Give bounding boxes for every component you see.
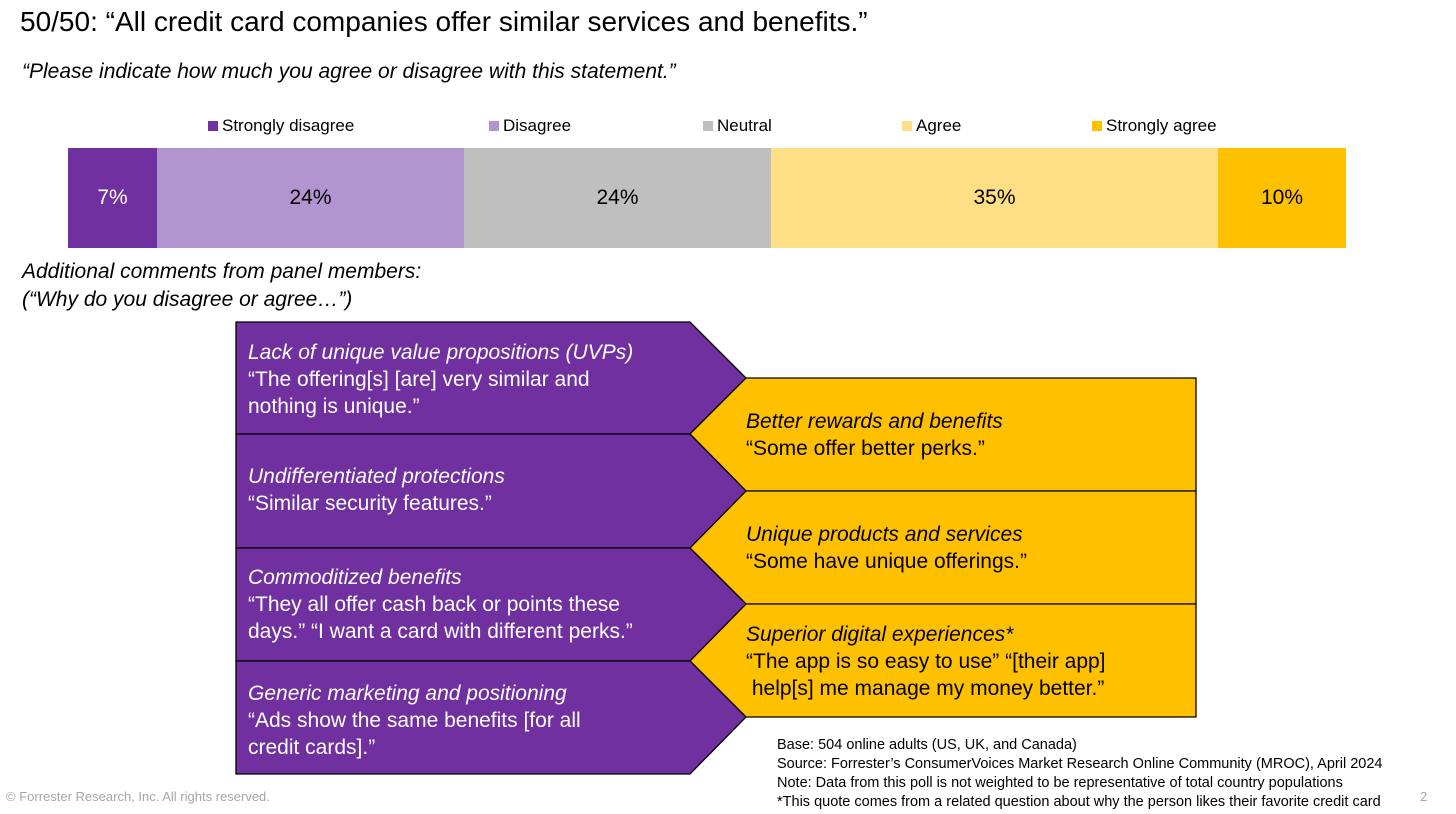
bar-segment-agree: 35% bbox=[771, 148, 1218, 248]
disagree-reason-1: Lack of unique value propositions (UVPs)… bbox=[248, 339, 633, 420]
comments-heading: Additional comments from panel members: … bbox=[22, 258, 421, 314]
comments-heading-line1: Additional comments from panel members: bbox=[22, 260, 422, 283]
agree-reason-3: Superior digital experiences* “The app i… bbox=[746, 621, 1106, 702]
legend-swatch bbox=[489, 121, 499, 131]
reason-quote: “The offering[s] [are] very similar and … bbox=[248, 368, 590, 418]
data-label: 24% bbox=[596, 186, 639, 209]
legend-label: Neutral bbox=[717, 116, 772, 135]
legend-swatch bbox=[703, 121, 713, 131]
reason-quote: “Some offer better perks.” bbox=[746, 437, 985, 460]
reason-heading: Unique products and services bbox=[746, 523, 1023, 546]
agree-reason-1: Better rewards and benefits “Some offer … bbox=[746, 408, 1003, 462]
data-label: 10% bbox=[1260, 186, 1304, 209]
slide-title: 50/50: “All credit card companies offer … bbox=[20, 6, 868, 37]
reason-quote: “Some have unique offerings.” bbox=[746, 550, 1027, 573]
footnote-base: Base: 504 online adults (US, UK, and Can… bbox=[777, 737, 1077, 753]
reason-heading: Better rewards and benefits bbox=[746, 410, 1003, 433]
legend-label: Strongly disagree bbox=[222, 116, 355, 135]
reason-quote: “They all offer cash back or points thes… bbox=[248, 593, 633, 643]
footnote-asterisk: *This quote comes from a related questio… bbox=[777, 794, 1381, 810]
agree-reason-shapes bbox=[689, 377, 1197, 718]
legend-item-agree: Agree bbox=[902, 116, 961, 136]
legend-label: Disagree bbox=[503, 116, 572, 135]
legend-swatch bbox=[902, 121, 912, 131]
disagree-reason-4: Generic marketing and positioning “Ads s… bbox=[248, 680, 581, 761]
data-label: 7% bbox=[97, 186, 128, 209]
footnote-note: Note: Data from this poll is not weighte… bbox=[777, 775, 1343, 791]
reason-heading: Commoditized benefits bbox=[248, 566, 462, 589]
reason-heading: Undifferentiated protections bbox=[248, 465, 505, 488]
reason-heading: Lack of unique value propositions (UVPs) bbox=[248, 341, 634, 364]
legend-swatch bbox=[208, 121, 218, 131]
disagree-reason-3: Commoditized benefits “They all offer ca… bbox=[248, 564, 633, 645]
data-label: 35% bbox=[973, 186, 1016, 209]
agree-reason-2: Unique products and services “Some have … bbox=[746, 521, 1027, 575]
page-number: 2 bbox=[1420, 789, 1428, 804]
reason-quote: “Similar security features.” bbox=[248, 492, 492, 515]
bar-segment-strongly-agree: 10% bbox=[1218, 148, 1346, 248]
legend-item-neutral: Neutral bbox=[703, 116, 772, 136]
legend-swatch bbox=[1092, 121, 1102, 131]
copyright-notice: © Forrester Research, Inc. All rights re… bbox=[6, 789, 270, 804]
bar-segment-disagree: 24% bbox=[157, 148, 464, 248]
disagree-chevron-2 bbox=[235, 433, 747, 549]
reason-heading: Generic marketing and positioning bbox=[248, 682, 567, 705]
legend-item-strongly-agree: Strongly agree bbox=[1092, 116, 1217, 136]
legend-label: Agree bbox=[916, 116, 962, 135]
bar-segment-neutral: 24% bbox=[464, 148, 771, 248]
footnote-source: Source: Forrester’s ConsumerVoices Marke… bbox=[777, 756, 1383, 772]
footnotes: Base: 504 online adults (US, UK, and Can… bbox=[777, 736, 1382, 812]
disagree-chevron-4 bbox=[235, 660, 747, 775]
legend-label: Strongly agree bbox=[1106, 116, 1217, 135]
legend-item-disagree: Disagree bbox=[489, 116, 571, 136]
disagree-chevron-1 bbox=[235, 321, 747, 435]
reason-quote: “The app is so easy to use” “[their app]… bbox=[746, 650, 1106, 700]
disagree-reason-shapes bbox=[235, 321, 747, 775]
bar-segment-strongly-disagree: 7% bbox=[68, 148, 157, 248]
survey-question: “Please indicate how much you agree or d… bbox=[22, 60, 676, 83]
disagree-reason-2: Undifferentiated protections “Similar se… bbox=[248, 463, 505, 517]
legend-item-strongly-disagree: Strongly disagree bbox=[208, 116, 354, 136]
data-label: 24% bbox=[289, 186, 332, 209]
reason-quote: “Ads show the same benefits [for all cre… bbox=[248, 709, 581, 759]
reason-heading: Superior digital experiences* bbox=[746, 623, 1014, 646]
comments-heading-line2: (“Why do you disagree or agree…”) bbox=[22, 288, 353, 311]
disagree-chevron-3 bbox=[235, 547, 747, 662]
